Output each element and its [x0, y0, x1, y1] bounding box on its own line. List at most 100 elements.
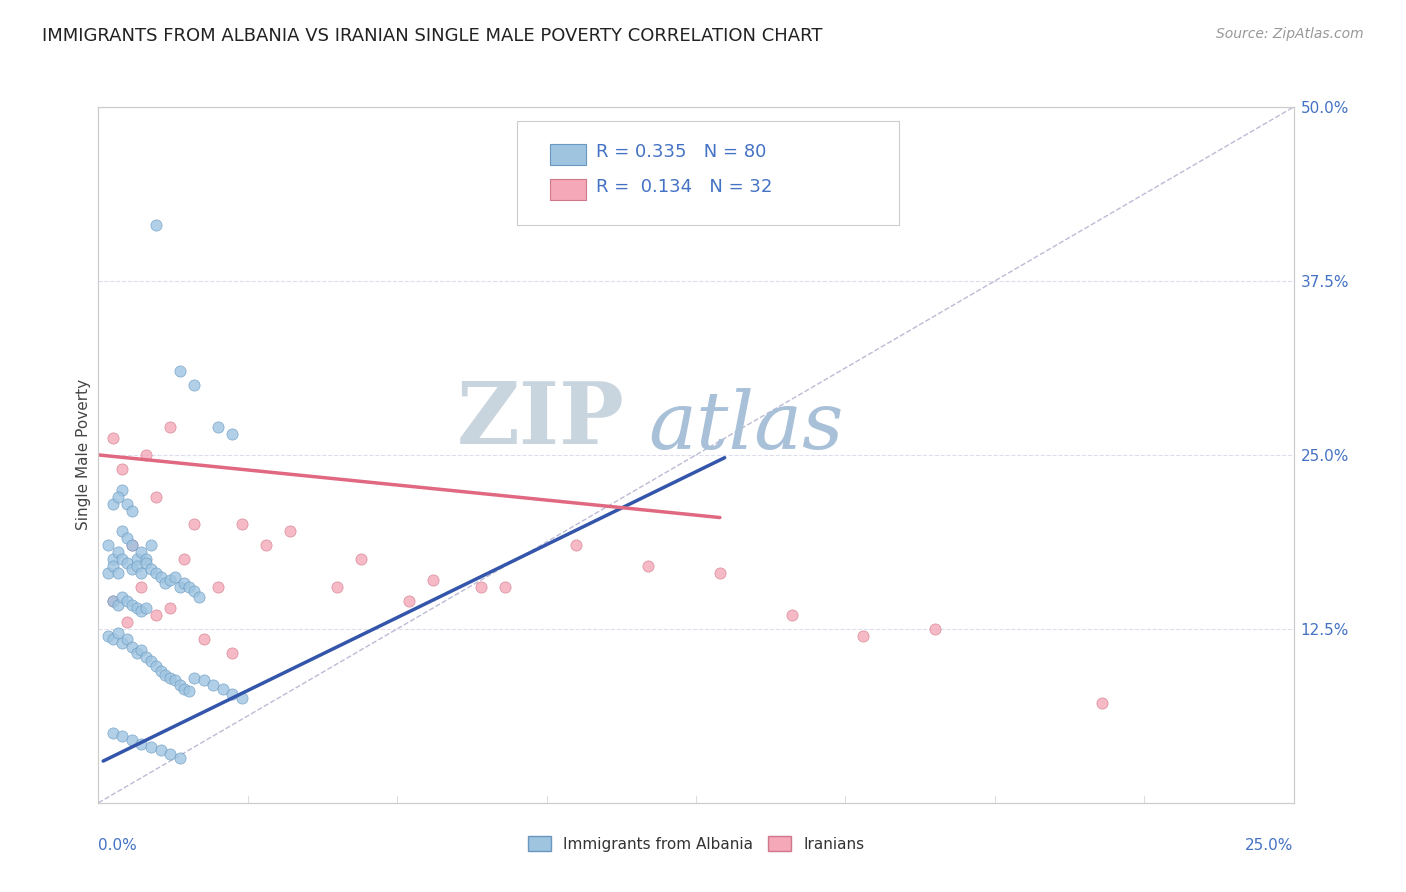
Point	[155, 667, 177, 681]
Point	[709, 566, 731, 581]
Point	[924, 622, 946, 636]
Point	[173, 576, 195, 591]
Point	[193, 673, 215, 688]
Point	[121, 562, 143, 576]
Point	[121, 640, 143, 654]
Point	[145, 566, 167, 581]
Point	[155, 576, 177, 591]
Point	[125, 552, 148, 566]
Point	[111, 524, 134, 539]
Point	[101, 594, 124, 608]
Point	[111, 590, 134, 604]
Point	[125, 646, 148, 660]
Point	[139, 562, 162, 576]
Point	[125, 601, 148, 615]
Point	[183, 584, 205, 599]
Point	[121, 598, 143, 612]
Point	[111, 729, 134, 743]
Point	[565, 538, 588, 552]
Point	[101, 559, 124, 574]
Point	[470, 580, 492, 594]
Point	[183, 378, 205, 392]
Point	[221, 646, 243, 660]
Point	[135, 552, 157, 566]
Point	[111, 636, 134, 650]
Point	[139, 740, 162, 755]
Point	[221, 427, 243, 442]
Point	[97, 566, 120, 581]
Point	[231, 517, 253, 532]
Point	[125, 559, 148, 574]
Point	[169, 364, 191, 378]
Point	[107, 490, 129, 504]
Point	[207, 580, 229, 594]
Text: IMMIGRANTS FROM ALBANIA VS IRANIAN SINGLE MALE POVERTY CORRELATION CHART: IMMIGRANTS FROM ALBANIA VS IRANIAN SINGL…	[42, 27, 823, 45]
Point	[202, 677, 225, 691]
Point	[115, 594, 138, 608]
Point	[121, 538, 143, 552]
FancyBboxPatch shape	[517, 121, 900, 226]
Point	[145, 659, 167, 673]
Point	[121, 503, 143, 517]
Point	[149, 743, 172, 757]
Legend: Immigrants from Albania, Iranians: Immigrants from Albania, Iranians	[522, 830, 870, 858]
Point	[101, 632, 124, 646]
Point	[1091, 696, 1114, 710]
Point	[115, 632, 138, 646]
Point	[135, 448, 157, 462]
Point	[139, 538, 162, 552]
Point	[101, 497, 124, 511]
Text: 25.0%: 25.0%	[1246, 838, 1294, 853]
Point	[163, 673, 186, 688]
Point	[350, 552, 373, 566]
Point	[179, 684, 201, 698]
Point	[111, 483, 134, 497]
Point	[254, 538, 277, 552]
Point	[107, 626, 129, 640]
Point	[111, 552, 134, 566]
Point	[159, 671, 181, 685]
Point	[187, 590, 209, 604]
Point	[780, 607, 803, 622]
Point	[169, 751, 191, 765]
Point	[149, 664, 172, 678]
Point	[115, 615, 138, 629]
Point	[169, 677, 191, 691]
Point	[101, 726, 124, 740]
Point	[135, 601, 157, 615]
Point	[111, 462, 134, 476]
Text: 0.0%: 0.0%	[98, 838, 138, 853]
Point	[145, 607, 167, 622]
Point	[422, 573, 444, 587]
Point	[135, 557, 157, 571]
Point	[131, 545, 153, 559]
Point	[107, 566, 129, 581]
Point	[97, 629, 120, 643]
Point	[159, 601, 181, 615]
Y-axis label: Single Male Poverty: Single Male Poverty	[76, 379, 91, 531]
FancyBboxPatch shape	[550, 178, 586, 200]
Point	[101, 431, 124, 445]
Text: Source: ZipAtlas.com: Source: ZipAtlas.com	[1216, 27, 1364, 41]
Point	[97, 538, 120, 552]
Point	[278, 524, 301, 539]
Point	[139, 654, 162, 668]
Point	[211, 681, 233, 696]
Point	[193, 632, 215, 646]
Point	[101, 552, 124, 566]
Point	[326, 580, 349, 594]
Point	[637, 559, 659, 574]
Point	[221, 687, 243, 701]
Point	[173, 681, 195, 696]
Point	[121, 733, 143, 747]
Point	[183, 517, 205, 532]
Point	[131, 580, 153, 594]
Point	[145, 490, 167, 504]
Point	[107, 545, 129, 559]
Point	[159, 420, 181, 434]
Point	[149, 570, 172, 584]
Point	[398, 594, 420, 608]
Point	[159, 747, 181, 761]
Point	[159, 573, 181, 587]
Point	[131, 642, 153, 657]
